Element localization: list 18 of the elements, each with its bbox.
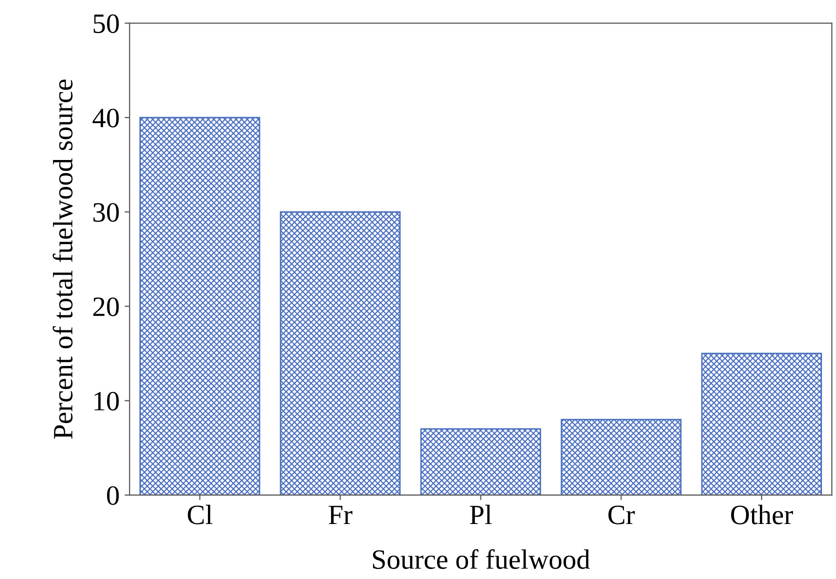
x-tick-label: Fr xyxy=(328,506,352,524)
y-tick-label: 50 xyxy=(94,14,119,34)
y-tick-label: 20 xyxy=(93,297,119,316)
bar xyxy=(280,211,401,496)
y-tick-label: 30 xyxy=(93,203,119,222)
y-tick-label: 0 xyxy=(107,486,119,505)
bar xyxy=(701,352,822,496)
bar xyxy=(420,428,542,496)
y-axis-title: Percent of total fuelwood source xyxy=(52,80,73,439)
x-tick-label: Pl xyxy=(470,504,492,524)
bar xyxy=(139,116,260,496)
y-tick-label: 10 xyxy=(94,392,119,411)
y-tick-label: 40 xyxy=(92,108,119,128)
x-axis-title: Source of fuelwood xyxy=(373,549,590,569)
x-tick-label: Other xyxy=(731,504,793,524)
bar xyxy=(560,418,682,496)
x-tick-label: Cl xyxy=(188,504,212,524)
x-tick-label: Cr xyxy=(608,506,635,524)
